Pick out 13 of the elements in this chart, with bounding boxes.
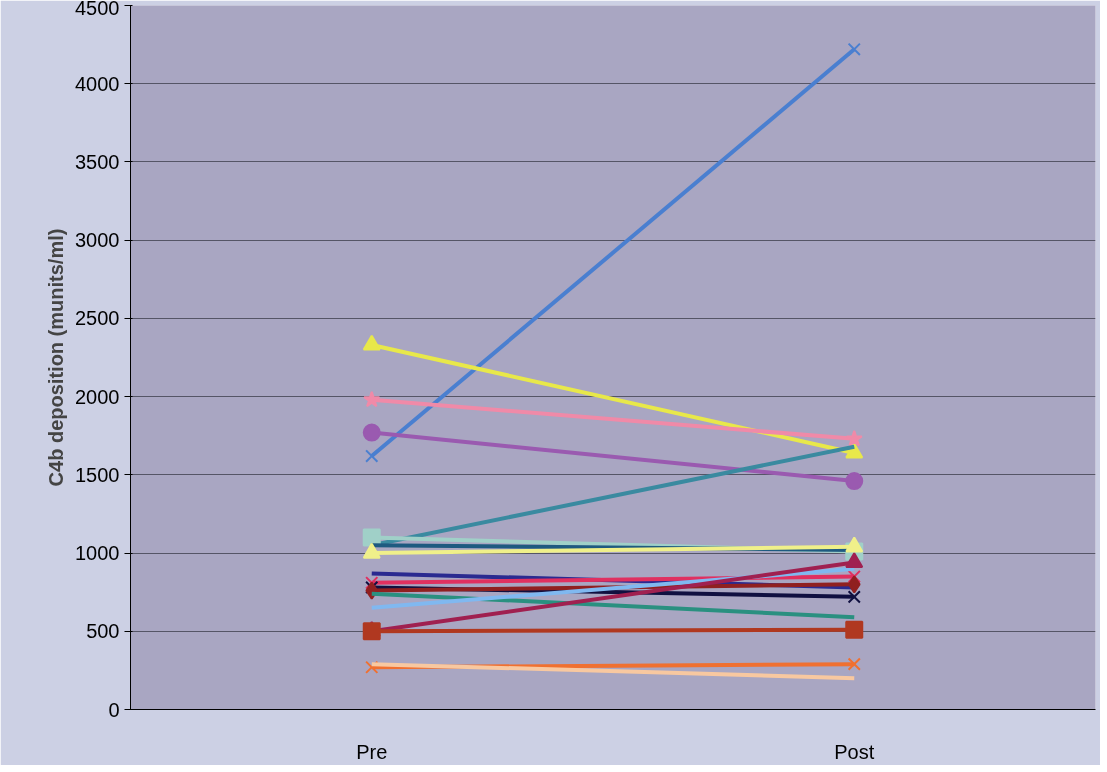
- y-axis-title: C4b deposition (munits/ml): [45, 228, 68, 487]
- x-tick-label: Post: [834, 740, 875, 763]
- y-tick-label: 0: [108, 698, 120, 721]
- y-tick-label: 3000: [75, 229, 120, 252]
- y-tick-label: 1000: [75, 542, 120, 565]
- y-tick-label: 3500: [75, 150, 120, 173]
- y-tick-label: 2500: [75, 307, 120, 330]
- x-tick-label: Pre: [356, 740, 388, 763]
- y-tick-label: 1500: [75, 463, 120, 486]
- y-tick-label: 4000: [75, 72, 120, 95]
- y-tick-label: 500: [86, 620, 120, 643]
- y-tick-label: 2000: [75, 385, 120, 408]
- y-tick-label: 4500: [75, 0, 120, 19]
